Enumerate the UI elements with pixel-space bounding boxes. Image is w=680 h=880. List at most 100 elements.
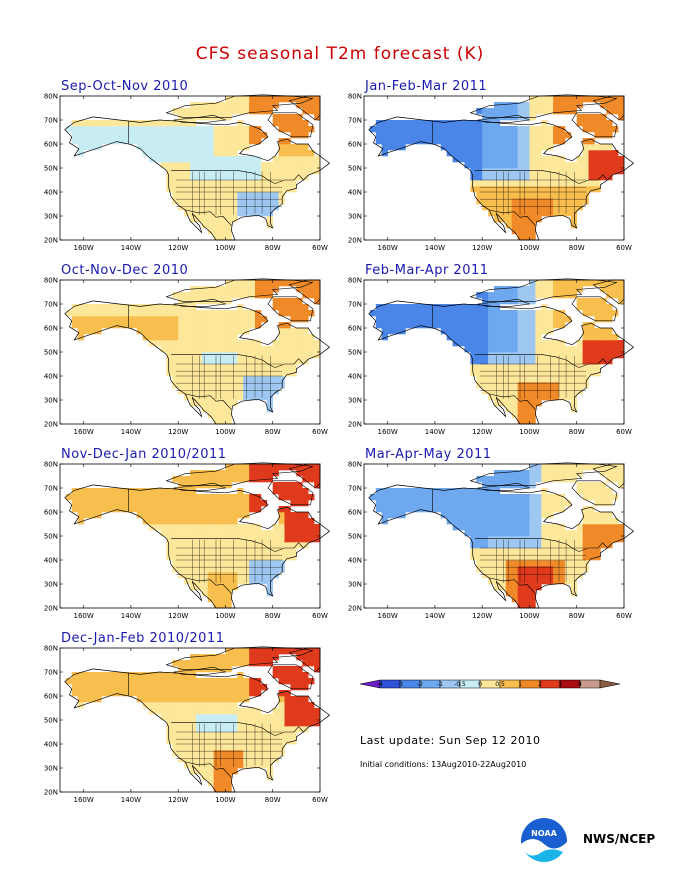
lat-label: 40N xyxy=(348,189,362,197)
state-borders xyxy=(479,539,587,583)
lat-label: 80N xyxy=(44,461,58,469)
lat-label: 30N xyxy=(348,581,362,589)
lon-label: 140W xyxy=(121,796,141,804)
lon-label: 160W xyxy=(73,428,93,436)
lon-label: 140W xyxy=(425,612,445,620)
us-mexico-border xyxy=(489,577,536,594)
state-borders xyxy=(175,539,283,583)
lat-label: 60N xyxy=(44,141,58,149)
lat-label: 60N xyxy=(44,509,58,517)
colorbar-label: 1 xyxy=(518,681,522,688)
lon-label: 140W xyxy=(121,244,141,252)
island-outline xyxy=(477,298,531,307)
lat-label: 20N xyxy=(348,605,362,613)
lon-label: 160W xyxy=(377,428,397,436)
state-borders xyxy=(479,171,587,215)
lon-label: 140W xyxy=(121,428,141,436)
lat-label: 70N xyxy=(348,117,362,125)
coastline xyxy=(64,668,331,793)
colorbar-segment xyxy=(539,679,561,689)
island-outline xyxy=(165,278,314,302)
us-canada-border xyxy=(171,170,304,184)
lat-label: 70N xyxy=(44,669,58,677)
us-canada-border xyxy=(475,170,608,184)
lat-label: 30N xyxy=(44,581,58,589)
island-outline xyxy=(469,278,618,302)
colorbar-segment xyxy=(519,679,541,689)
panel-title-7: Dec-Jan-Feb 2010/2011 xyxy=(61,631,225,646)
lon-label: 160W xyxy=(73,612,93,620)
us-mexico-border xyxy=(489,393,536,410)
lon-label: 100W xyxy=(519,244,539,252)
lat-label: 70N xyxy=(44,485,58,493)
lon-label: 100W xyxy=(215,612,235,620)
lat-label: 20N xyxy=(44,789,58,797)
lon-label: 60W xyxy=(616,612,632,620)
lat-label: 80N xyxy=(44,93,58,101)
island-outline xyxy=(173,666,227,675)
island-outline xyxy=(165,462,314,486)
lat-label: 80N xyxy=(348,461,362,469)
lon-label: 60W xyxy=(312,796,328,804)
island-outline xyxy=(571,480,618,506)
map-panel-oct-nov-dec: 20N 30N 40N 50N 60N 70N 80N 160W 140W 120W 100W 80W… xyxy=(44,277,331,436)
lon-label: 100W xyxy=(519,612,539,620)
panel-title-5: Nov-Dec-Jan 2010/2011 xyxy=(61,447,227,462)
us-canada-border xyxy=(171,722,304,736)
lon-label: 60W xyxy=(616,244,632,252)
lat-label: 50N xyxy=(348,165,362,173)
lon-label: 120W xyxy=(472,612,492,620)
lon-label: 120W xyxy=(168,612,188,620)
lat-label: 20N xyxy=(44,237,58,245)
map-panel-nov-dec-jan: 20N 30N 40N 50N 60N 70N 80N 160W 140W 120W 100W 80W… xyxy=(44,461,331,620)
lon-label: 80W xyxy=(569,612,585,620)
colorbar-label: -0.5 xyxy=(454,681,466,688)
lat-label: 70N xyxy=(348,301,362,309)
lon-label: 80W xyxy=(569,244,585,252)
lat-label: 60N xyxy=(348,325,362,333)
map-panel-jan-feb-mar: 20N 30N 40N 50N 60N 70N 80N 160W 140W 120W 100W 80W… xyxy=(348,93,635,252)
lat-label: 60N xyxy=(44,325,58,333)
coastline xyxy=(64,484,331,609)
lat-label: 20N xyxy=(348,237,362,245)
lat-label: 80N xyxy=(348,93,362,101)
lon-label: 140W xyxy=(425,428,445,436)
lat-label: 20N xyxy=(44,421,58,429)
panel-title-2: Jan-Feb-Mar 2011 xyxy=(365,79,488,94)
lat-label: 40N xyxy=(44,189,58,197)
lat-label: 50N xyxy=(348,349,362,357)
lat-label: 40N xyxy=(348,557,362,565)
figure-title: CFS seasonal T2m forecast (K) xyxy=(195,44,485,64)
lat-label: 50N xyxy=(44,165,58,173)
lat-label: 30N xyxy=(44,397,58,405)
us-mexico-border xyxy=(185,393,232,410)
colorbar-label: -3 xyxy=(397,681,403,688)
colorbar-segment xyxy=(559,679,581,689)
island-outline xyxy=(173,298,227,307)
temperature-field xyxy=(65,280,321,425)
island-outline xyxy=(469,462,618,486)
lon-label: 80W xyxy=(265,428,281,436)
us-mexico-border xyxy=(185,209,232,226)
lon-label: 120W xyxy=(168,428,188,436)
lat-label: 20N xyxy=(44,605,58,613)
lat-label: 40N xyxy=(348,373,362,381)
agency-label: NWS/NCEP xyxy=(583,832,656,846)
lon-label: 60W xyxy=(312,244,328,252)
lon-label: 100W xyxy=(215,428,235,436)
map-panel-feb-mar-apr: 20N 30N 40N 50N 60N 70N 80N 160W 140W 120W 100W 80W… xyxy=(348,277,635,436)
panel-title-4: Feb-Mar-Apr 2011 xyxy=(365,263,489,278)
state-borders xyxy=(175,723,283,767)
panel-title-1: Sep-Oct-Nov 2010 xyxy=(61,79,189,94)
island-outline xyxy=(477,114,531,123)
island-outline xyxy=(267,112,314,138)
temperature-field xyxy=(369,96,625,241)
lon-label: 120W xyxy=(168,244,188,252)
map-panel-sep-oct-nov: 20N 30N 40N 50N 60N 70N 80N 160W 140W 120W 100W 80W… xyxy=(44,93,331,252)
lat-label: 60N xyxy=(348,509,362,517)
island-outline xyxy=(571,112,618,138)
colorbar-label: 2 xyxy=(538,681,542,688)
colorbar-label: -2 xyxy=(417,681,423,688)
coastline xyxy=(64,116,331,241)
lat-label: 60N xyxy=(44,693,58,701)
